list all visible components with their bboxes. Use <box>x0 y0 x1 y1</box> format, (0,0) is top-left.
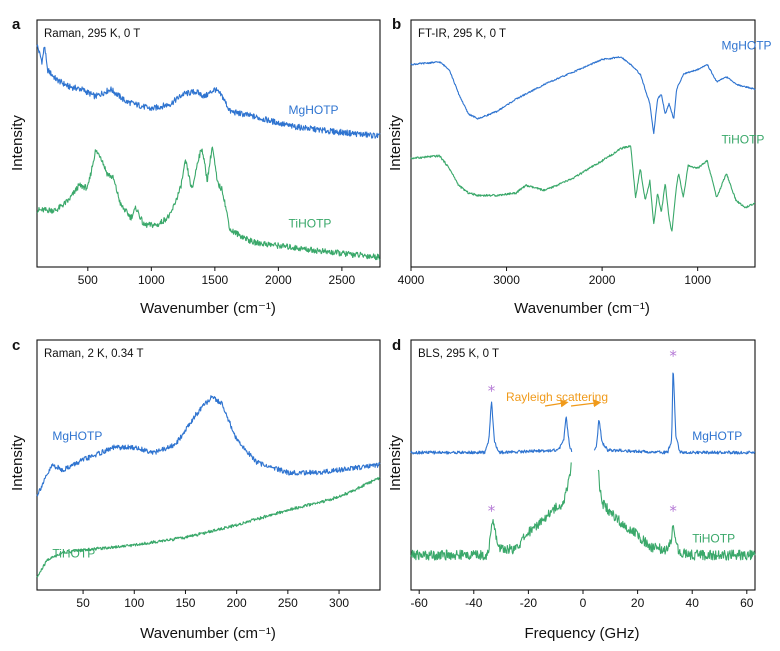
series-tihotp-line <box>410 145 756 232</box>
x-tick-label: 1000 <box>138 273 165 287</box>
x-axis-label: Wavenumber (cm⁻¹) <box>140 625 276 642</box>
star-marker: * <box>488 502 496 520</box>
series-mghotp-line <box>410 372 756 455</box>
x-tick-label: 1500 <box>202 273 229 287</box>
panel-c: c Intensity Wavenumber (cm⁻¹) Raman, 2 K… <box>9 337 381 642</box>
series-label-tihotp: TiHOTP <box>692 532 735 546</box>
panel-b: b Intensity Wavenumber (cm⁻¹) FT-IR, 295… <box>387 16 772 317</box>
x-axis-label: Frequency (GHz) <box>524 625 639 642</box>
x-tick-label: 4000 <box>398 273 425 287</box>
plot-frame <box>36 19 381 268</box>
x-ticks: 500 1000 1500 2000 2500 <box>78 267 356 287</box>
x-tick-label: 300 <box>329 596 349 610</box>
series-label-tihotp: TiHOTP <box>289 216 332 230</box>
plot-frame <box>36 339 381 591</box>
panel-letter: a <box>12 16 21 33</box>
series-label-mghotp: MgHOTP <box>289 103 339 117</box>
y-axis-label: Intensity <box>9 115 26 171</box>
x-tick-label: 2000 <box>589 273 616 287</box>
star-marker: * <box>488 382 496 400</box>
x-tick-label: 250 <box>278 596 298 610</box>
series-label-mghotp: MgHOTP <box>52 429 102 443</box>
series-tihotp-line <box>36 146 381 261</box>
condition-label: FT-IR, 295 K, 0 T <box>418 28 506 40</box>
y-axis-label: Intensity <box>9 435 26 491</box>
annotations: Rayleigh scattering * * * * <box>488 347 678 520</box>
series-mghotp-line <box>410 56 756 135</box>
x-tick-label: 3000 <box>493 273 520 287</box>
condition-label: Raman, 295 K, 0 T <box>44 28 140 40</box>
series-labels: MgHOTP TiHOTP <box>692 429 742 546</box>
rayleigh-label: Rayleigh scattering <box>506 390 608 404</box>
x-tick-label: 500 <box>78 273 98 287</box>
x-tick-label: -60 <box>411 596 429 610</box>
series-labels: MgHOTP TiHOTP <box>52 429 102 561</box>
rayleigh-arrow <box>570 399 602 408</box>
series-label-tihotp: TiHOTP <box>52 547 95 561</box>
panel-letter: c <box>12 337 20 354</box>
series-tihotp-line <box>36 476 381 578</box>
traces <box>36 395 381 578</box>
x-ticks: 4000 3000 2000 1000 <box>398 267 711 287</box>
x-tick-label: 60 <box>740 596 754 610</box>
x-tick-label: 200 <box>227 596 247 610</box>
series-mghotp-line <box>36 395 381 497</box>
y-axis-label: Intensity <box>387 435 404 491</box>
x-tick-label: -20 <box>520 596 538 610</box>
series-label-tihotp: TiHOTP <box>722 133 765 147</box>
y-axis-label: Intensity <box>387 115 404 171</box>
panel-d: d Intensity Frequency (GHz) BLS, 295 K, … <box>387 337 756 642</box>
panel-letter: d <box>392 337 401 354</box>
x-tick-label: 150 <box>175 596 195 610</box>
star-marker: * <box>669 502 677 520</box>
series-label-mghotp: MgHOTP <box>692 429 742 443</box>
x-axis-label: Wavenumber (cm⁻¹) <box>140 300 276 317</box>
traces <box>36 44 381 261</box>
x-tick-label: 40 <box>686 596 700 610</box>
x-tick-label: 0 <box>580 596 587 610</box>
series-labels: MgHOTP TiHOTP <box>289 103 339 231</box>
star-marker: * <box>669 347 677 365</box>
condition-label: Raman, 2 K, 0.34 T <box>44 348 144 360</box>
x-axis-label: Wavenumber (cm⁻¹) <box>514 300 650 317</box>
x-ticks: 50 100 150 200 250 300 <box>76 590 349 610</box>
rayleigh-arrow <box>544 399 569 408</box>
x-tick-label: -40 <box>465 596 483 610</box>
series-mghotp-line <box>36 44 381 139</box>
x-tick-label: 20 <box>631 596 645 610</box>
x-tick-label: 100 <box>124 596 144 610</box>
plot-frame <box>410 19 756 268</box>
series-labels: MgHOTP TiHOTP <box>722 39 772 147</box>
x-tick-label: 2000 <box>265 273 292 287</box>
x-ticks: -60 -40 -20 0 20 40 60 <box>411 590 754 610</box>
series-tihotp-line <box>410 462 756 561</box>
traces <box>410 372 756 561</box>
x-tick-label: 50 <box>76 596 90 610</box>
condition-label: BLS, 295 K, 0 T <box>418 348 499 360</box>
series-label-mghotp: MgHOTP <box>722 39 772 53</box>
panel-a: a Intensity Wavenumber (cm⁻¹) Raman, 295… <box>9 16 381 317</box>
x-tick-label: 2500 <box>329 273 356 287</box>
panel-letter: b <box>392 16 401 33</box>
x-tick-label: 1000 <box>684 273 711 287</box>
traces <box>410 56 756 232</box>
